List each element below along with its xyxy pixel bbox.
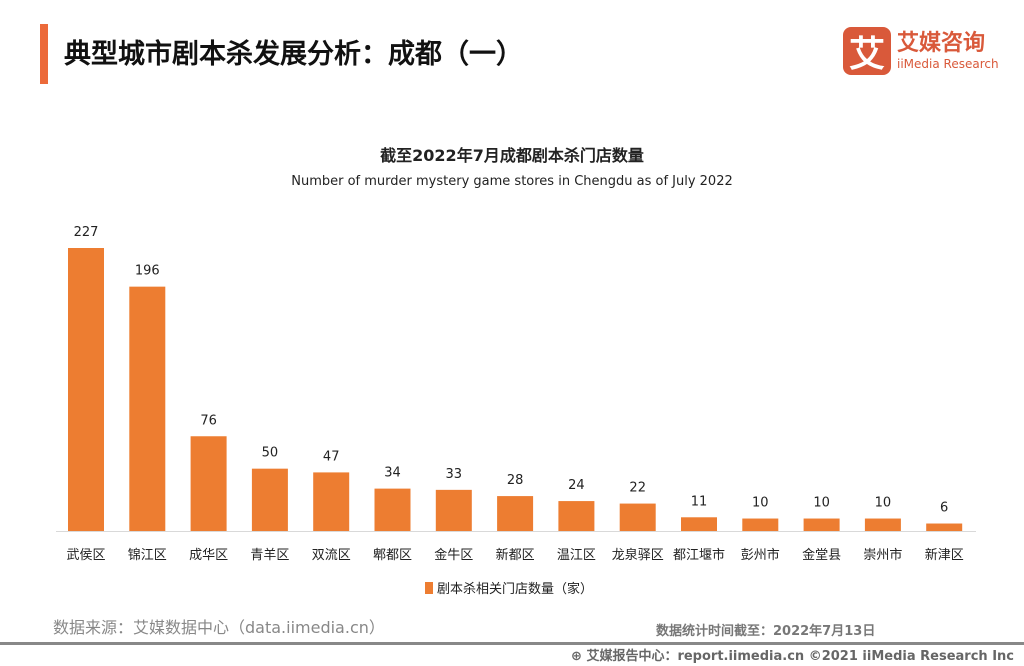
bar — [374, 488, 411, 531]
x-tick-label: 彭州市 — [741, 547, 780, 563]
bar — [190, 436, 227, 531]
page-title: 典型城市剧本杀发展分析：成都（一） — [64, 39, 523, 70]
bar — [803, 518, 840, 531]
x-tick-label: 郫都区 — [373, 547, 412, 563]
legend: 剧本杀相关门店数量（家） — [425, 578, 593, 597]
data-label: 28 — [507, 473, 524, 488]
x-tick-label: 金牛区 — [434, 547, 473, 563]
x-tick-label: 新都区 — [496, 547, 535, 563]
data-label: 50 — [262, 446, 279, 461]
bar — [619, 503, 656, 531]
bar — [681, 517, 717, 531]
data-label: 33 — [446, 467, 463, 482]
x-tick-label: 锦江区 — [128, 548, 167, 563]
x-tick-label: 成华区 — [189, 548, 228, 563]
bar — [68, 248, 104, 531]
bar — [926, 523, 963, 531]
bar — [129, 286, 166, 531]
chart-subtitle: Number of murder mystery game stores in … — [291, 174, 733, 189]
x-tick-label: 龙泉驿区 — [612, 547, 664, 563]
x-tick-label: 新津区 — [925, 547, 964, 563]
data-label: 11 — [691, 494, 708, 509]
x-tick-label: 都江堰市 — [673, 547, 725, 563]
data-label: 10 — [813, 496, 830, 511]
title-accent-bar — [40, 24, 48, 84]
bar — [864, 518, 901, 531]
data-label: 47 — [323, 449, 340, 464]
logo-mark: 艾 — [843, 27, 891, 75]
data-source: 数据来源：艾媒数据中心（data.iimedia.cn） — [53, 618, 385, 637]
bar — [742, 518, 779, 531]
copyright: ⊕ 艾媒报告中心：report.iimedia.cn ©2021 iiMedia… — [571, 649, 1014, 664]
x-tick-label: 金堂县 — [802, 547, 841, 563]
data-as-of: 数据统计时间截至：2022年7月13日 — [656, 624, 876, 639]
data-label: 10 — [752, 496, 769, 511]
x-tick-label: 双流区 — [312, 548, 351, 563]
bar — [497, 496, 534, 531]
x-tick-label: 武侯区 — [66, 548, 105, 563]
bar — [558, 501, 595, 531]
x-tick-label: 崇州市 — [863, 547, 902, 563]
footer-divider — [0, 642, 1024, 645]
logo-en: iiMedia Research — [897, 57, 999, 71]
data-label: 76 — [200, 413, 217, 428]
bar — [313, 472, 350, 531]
logo-cn: 艾媒咨询 — [897, 31, 986, 56]
data-label: 22 — [629, 481, 646, 496]
data-label: 227 — [74, 225, 99, 240]
data-label: 34 — [384, 466, 401, 481]
legend-label: 剧本杀相关门店数量（家） — [437, 582, 594, 597]
x-tick-label: 青羊区 — [250, 547, 289, 563]
legend-swatch — [425, 581, 433, 594]
chart-title: 截至2022年7月成都剧本杀门店数量 — [380, 146, 644, 165]
bar — [251, 468, 288, 531]
logo: 艾 艾媒咨询 iiMedia Research — [843, 27, 999, 75]
bar — [435, 489, 472, 531]
x-tick-label: 温江区 — [557, 548, 596, 563]
data-label: 24 — [568, 478, 585, 493]
data-label: 196 — [135, 264, 160, 279]
data-label: 10 — [875, 496, 892, 511]
data-label: 6 — [940, 501, 948, 516]
